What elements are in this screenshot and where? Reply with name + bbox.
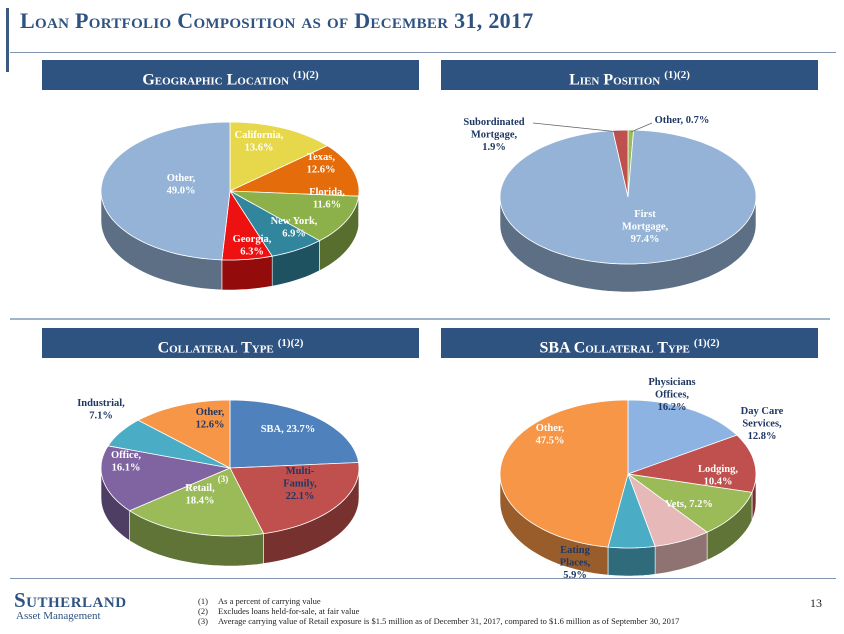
- panel-header-lien: Lien Position (1)(2): [441, 60, 818, 90]
- data-label-day-care-services: Day Care Services, 12.8%: [741, 406, 784, 442]
- pie-slice-first-mortgage: [499, 129, 757, 265]
- panel-title: SBA Collateral Type: [539, 339, 690, 357]
- pie-slice-physicians-offices: [627, 399, 738, 475]
- footnote-marker-retail: (3): [218, 474, 229, 484]
- leader-line-subordinated: [532, 122, 621, 133]
- panel-title: Geographic Location: [142, 71, 290, 89]
- data-label-first-mortgage: First Mortgage, 97.4%: [622, 209, 669, 245]
- pie-slice-texas: [229, 145, 360, 197]
- data-label-vets: Vets, 7.2%: [665, 499, 713, 510]
- pie-slice-multi-family: [229, 462, 360, 535]
- pie-side-eating-places: [607, 545, 656, 577]
- pie-chart-sba-collateral-type: Physicians Offices, 16.2% Day Care Services,…: [499, 377, 784, 581]
- data-label-other: Other, 49.0%: [167, 173, 196, 197]
- data-label-texas: Texas, 12.6%: [307, 152, 336, 176]
- data-label-california: California, 13.6%: [235, 130, 284, 154]
- pie-slice-subordinated-mortgage: [612, 129, 629, 198]
- data-label-other: Other, 12.6%: [196, 407, 225, 431]
- data-label-florida: Florida, 11.6%: [309, 187, 345, 211]
- pie-slice-new-york: [229, 190, 321, 257]
- page-title: Loan Portfolio Composition as of Decembe…: [20, 8, 534, 33]
- data-label-physicians-offices: Physicians Offices, 16.2%: [648, 377, 695, 413]
- pie-slice-day-care-services: [627, 434, 757, 493]
- panel-sup: (1)(2): [277, 337, 304, 349]
- pie-slice-sba: [229, 399, 360, 469]
- footnote: (2) Excludes loans held-for-sale, at fair…: [198, 606, 360, 616]
- data-label-lodging: Lodging, 10.4%: [698, 464, 738, 488]
- footnote: (1) As a percent of carrying value: [198, 596, 321, 606]
- data-label-sba: SBA, 23.7%: [261, 424, 316, 435]
- pie-slice-georgia: [221, 189, 273, 261]
- data-label-industrial: Industrial, 7.1%: [77, 398, 125, 422]
- panel-header-geo: Geographic Location (1)(2): [42, 60, 419, 90]
- pie-slice-retail: [128, 467, 265, 537]
- panel-sup: (1)(2): [693, 337, 720, 349]
- data-label-georgia: Georgia, 6.3%: [233, 234, 272, 258]
- leader-line-other: [630, 122, 653, 133]
- logo-sub: Asset Management: [16, 610, 101, 622]
- logo-name: Sutherland: [14, 588, 127, 612]
- panel-sup: (1)(2): [664, 69, 690, 81]
- pie-chart-geographic-location: California, 13.6% Texas, 12.6% Florida, 11.6%…: [100, 121, 360, 291]
- pie-slice-other: [137, 399, 231, 469]
- pie-slice-vets: [627, 472, 708, 547]
- panel-sup: (1)(2): [293, 69, 319, 81]
- data-label-multi-family: Multi-Family, 22.1%: [283, 466, 317, 502]
- footnotes: (1) As a percent of carrying value (2) Exc…: [198, 596, 679, 626]
- pie-slice-lodging: [627, 473, 753, 533]
- pie-slice-industrial: [107, 419, 231, 469]
- panel-title: Lien Position: [569, 71, 661, 89]
- pie-slice-other: [499, 399, 629, 548]
- data-label-other: Other, 47.5%: [536, 423, 565, 447]
- panel-title: Collateral Type: [157, 339, 274, 357]
- pie-chart-lien-position: Other, 0.7% First Mortgage, 97.4% Subordinat…: [463, 115, 757, 293]
- data-label-subordinated-mortgage: Subordinated Mortgage, 1.9%: [463, 117, 524, 153]
- data-label-new-york: New York, 6.9%: [271, 216, 318, 240]
- panel-header-collateral: Collateral Type (1)(2): [42, 328, 419, 358]
- data-label-retail: Retail, 18.4%: [185, 483, 215, 507]
- pie-slice-eating-places: [607, 472, 656, 549]
- pie-slice-office: [100, 445, 232, 512]
- page-number: 13: [810, 596, 822, 610]
- footnote: (3) Average carrying value of Retail expo…: [198, 616, 680, 626]
- panel-header-sba: SBA Collateral Type (1)(2): [441, 328, 818, 358]
- pie-slice-california: [229, 121, 329, 192]
- pie-side-georgia: [221, 255, 273, 291]
- data-label-other: Other, 0.7%: [655, 115, 710, 126]
- pie-slice-florida: [229, 190, 360, 242]
- footer-divider: [10, 578, 836, 579]
- sutherland-logo: Sutherland Asset Management: [14, 588, 127, 622]
- pie-slice-other: [100, 121, 231, 261]
- data-label-eating-places: Eating Places, 5.9%: [560, 545, 591, 581]
- accent-bar: [6, 8, 9, 72]
- title-divider: [10, 52, 836, 53]
- middle-divider: [10, 318, 830, 320]
- data-label-office: Office, 16.1%: [111, 450, 141, 474]
- pie-chart-collateral-type: SBA, 23.7% Multi-Family, 22.1% Retail, 18.4%…: [77, 398, 360, 567]
